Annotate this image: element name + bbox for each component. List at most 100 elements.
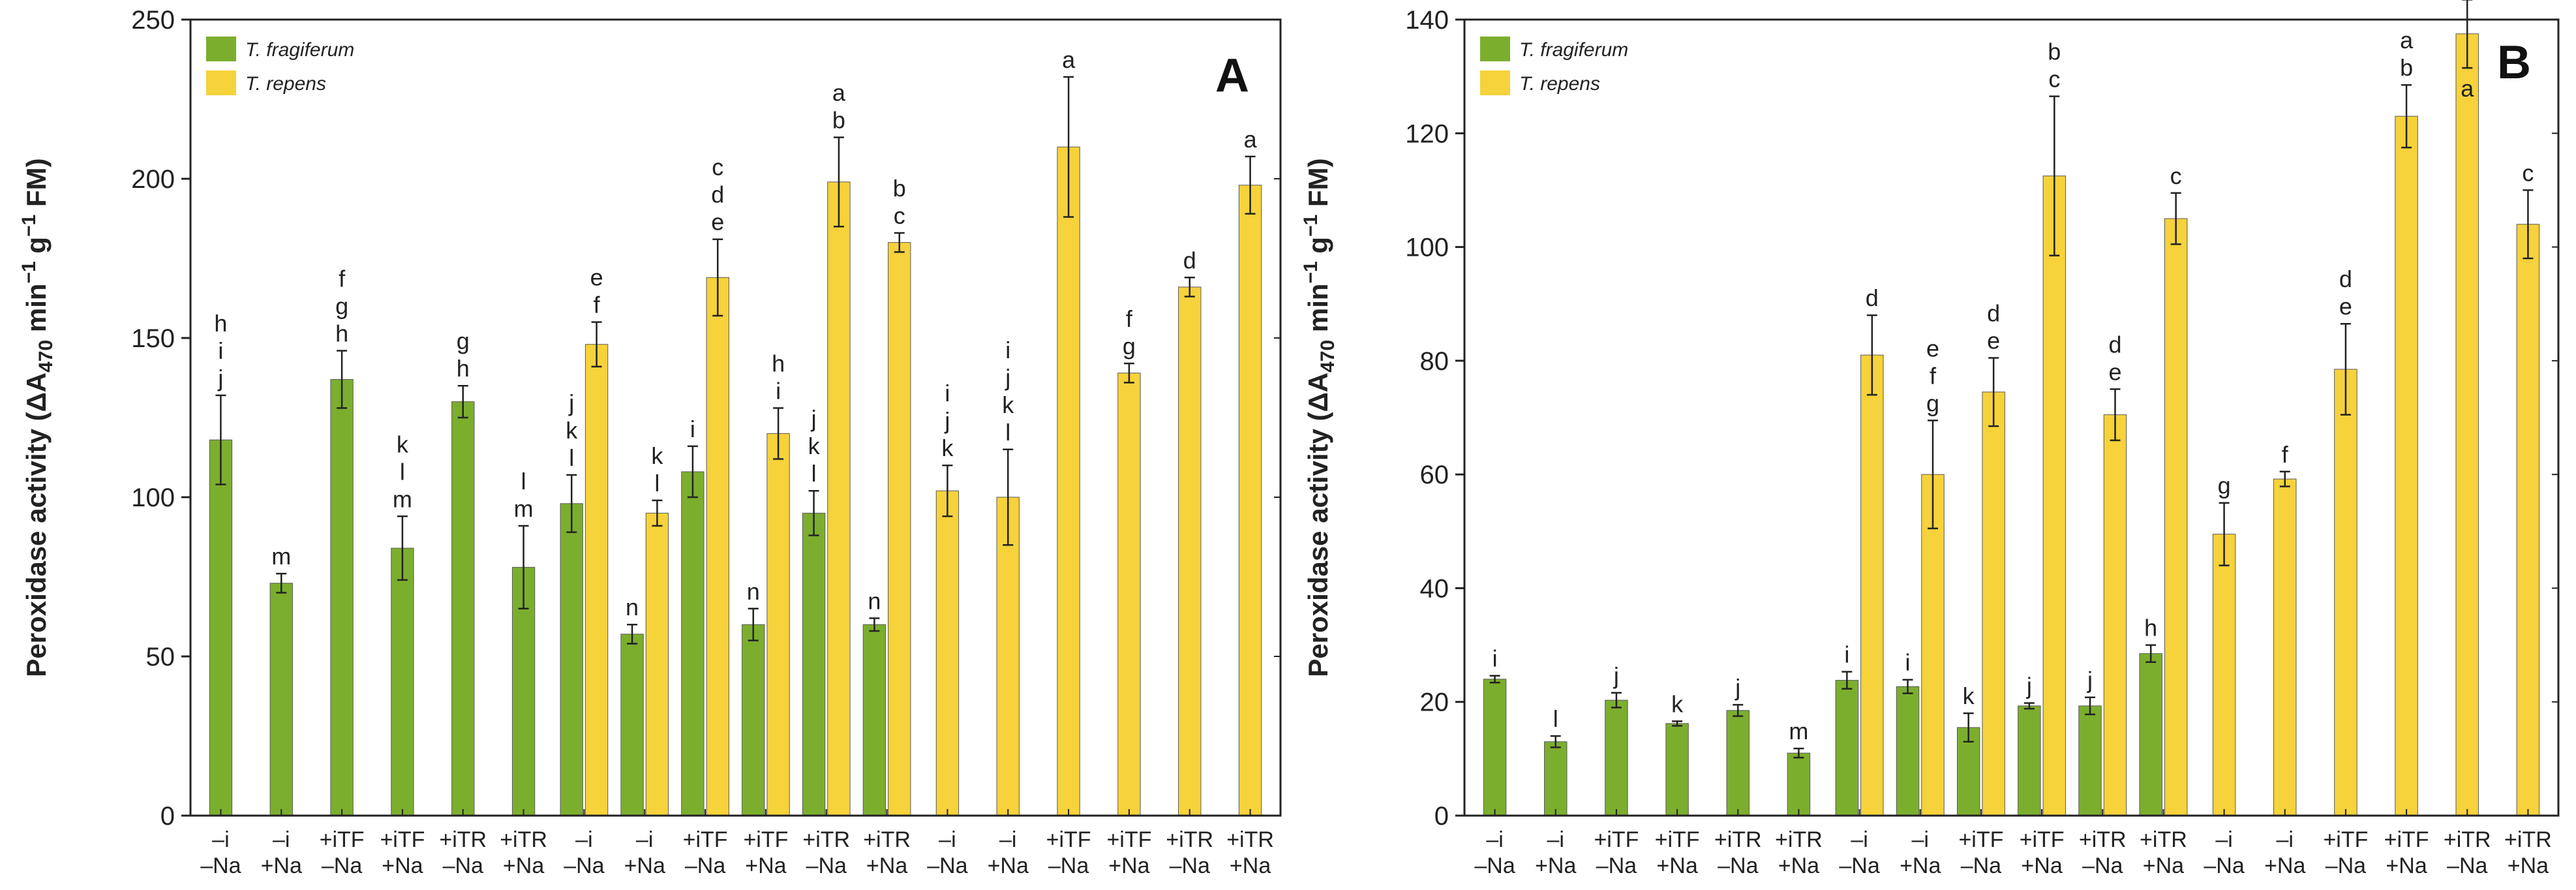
significance-letter: b	[2048, 38, 2061, 65]
significance-letter: i	[1844, 641, 1849, 668]
bar-group: g –i–Na	[2204, 472, 2244, 878]
x-category-label-bottom: –Na	[1170, 853, 1210, 878]
bar-group: klm +iTF+Na	[380, 431, 425, 878]
legend: T. fragiferum T. repens	[1480, 37, 1628, 95]
significance-letter: f	[339, 266, 346, 292]
x-category-label-bottom: +Na	[2386, 853, 2427, 878]
bar-group: fg +iTF+Na	[1106, 305, 1151, 878]
x-category-label-bottom: –Na	[1474, 853, 1515, 878]
bar	[391, 547, 414, 816]
x-category-label-top: +iTR	[1166, 827, 1213, 852]
bar	[2516, 224, 2540, 816]
significance-letter: b	[832, 107, 845, 134]
bar-group: a +iTF–Na	[1046, 46, 1091, 878]
x-category-label-top: –i	[1486, 827, 1503, 852]
bar	[1178, 286, 1202, 816]
bar-group: f –i+Na	[2264, 441, 2305, 878]
bar-group: i cde +iTF–Na	[681, 154, 729, 878]
bar	[1057, 146, 1080, 816]
bar	[1238, 185, 1262, 816]
legend-label: T. fragiferum	[1519, 39, 1628, 61]
x-category-label-top: +iTF	[1594, 827, 1639, 852]
x-category-label-bottom: –Na	[927, 853, 967, 878]
significance-letter: e	[590, 264, 603, 291]
x-category-label-bottom: +Na	[382, 853, 423, 878]
significance-letter: e	[711, 209, 724, 236]
significance-letter: g	[1926, 390, 1939, 416]
x-category-label-top: +iTR	[1226, 827, 1274, 852]
x-category-label-top: +iTR	[802, 827, 850, 852]
significance-letter: f	[1930, 362, 1937, 389]
significance-letter: m	[514, 495, 534, 522]
significance-letter: g	[335, 293, 348, 320]
x-category-label-bottom: –Na	[1839, 853, 1879, 878]
bar-group: fgh +iTF–Na	[320, 266, 365, 878]
x-category-label-top: +iTF	[380, 827, 425, 852]
x-category-label-top: +iTF	[1046, 827, 1091, 852]
x-category-label-bottom: +Na	[1230, 853, 1271, 878]
significance-letter: a	[832, 80, 846, 106]
bar-group: j +iTR–Na	[1714, 674, 1762, 878]
legend-label: T. repens	[1519, 73, 1600, 95]
significance-letter: a	[1244, 126, 1258, 153]
x-category-label-top: +iTF	[743, 827, 788, 852]
bar	[1860, 354, 1884, 816]
bar-group: c +iTR+Na	[2504, 159, 2552, 878]
significance-letter: i	[776, 377, 781, 404]
significance-letter: n	[868, 587, 881, 614]
significance-letter: f	[594, 292, 601, 318]
significance-letter: h	[214, 310, 227, 337]
bar	[888, 242, 911, 816]
bar	[269, 583, 293, 816]
significance-letter: e	[1926, 335, 1939, 361]
bar-group: a +iTR+Na	[1226, 126, 1274, 878]
bar	[620, 634, 644, 816]
x-category-label-bottom: –Na	[1048, 853, 1089, 878]
significance-letter: l	[569, 444, 574, 471]
y-tick-label: 100	[1405, 234, 1449, 262]
x-category-label-bottom: +Na	[1108, 853, 1149, 878]
significance-letter: j	[2087, 667, 2093, 694]
bar-group: a +iTR–Na	[2444, 0, 2491, 878]
bar	[1117, 373, 1141, 816]
bar-group: j bc +iTF+Na	[2018, 38, 2067, 878]
bar	[330, 378, 354, 816]
bar	[1605, 699, 1628, 816]
x-category-label-bottom: –Na	[2082, 853, 2123, 878]
bar-group: hij –i–Na	[200, 310, 241, 878]
x-category-label-bottom: –Na	[1596, 853, 1637, 878]
x-category-label-top: +iTF	[1655, 827, 1700, 852]
significance-letter: e	[1987, 328, 2000, 354]
y-tick-label: 50	[146, 643, 175, 671]
legend: T. fragiferum T. repens	[206, 37, 354, 95]
bar	[2212, 534, 2236, 816]
x-category-label-top: +iTF	[1958, 827, 2003, 852]
y-tick-label: 200	[131, 165, 175, 194]
significance-letter: h	[772, 350, 785, 376]
bar	[935, 490, 960, 816]
significance-letter: l	[400, 458, 405, 485]
significance-letter: l	[654, 470, 659, 497]
significance-letter: i	[690, 416, 695, 442]
x-category-label-bottom: –Na	[443, 853, 483, 878]
bar-group: d +iTR–Na	[1166, 247, 1213, 878]
x-category-label-top: –i	[212, 827, 229, 852]
x-category-label-top: +iTR	[2079, 827, 2127, 852]
bar-group: n hi +iTF+Na	[742, 350, 790, 878]
bar-group: n bc +iTR+Na	[862, 175, 911, 878]
y-tick-label: 140	[1405, 6, 1449, 35]
x-category-label-top: +iTR	[1714, 827, 1762, 852]
significance-letter: n	[626, 594, 639, 621]
legend-swatch	[1480, 37, 1510, 61]
bar-group: h c +iTR+Na	[2139, 162, 2188, 878]
x-category-label-top: –i	[575, 827, 592, 852]
significance-letter: j	[1735, 674, 1740, 701]
y-tick-label: 120	[1405, 119, 1449, 148]
significance-letter: d	[1987, 300, 2000, 327]
significance-letter: h	[335, 320, 348, 347]
significance-letter: g	[1123, 333, 1136, 360]
significance-letter: i	[1905, 649, 1911, 676]
bar-group: l –i+Na	[1535, 705, 1576, 878]
x-category-label-top: +iTR	[439, 827, 487, 852]
bar	[802, 512, 826, 816]
